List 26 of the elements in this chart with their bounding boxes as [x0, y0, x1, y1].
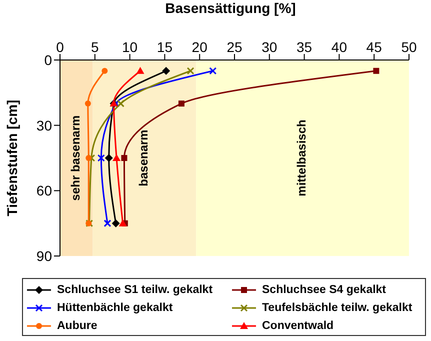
band-label: basenarm [136, 130, 151, 186]
legend-label: Teufelsbächle teilw. gekalkt [262, 302, 412, 314]
x-tick-label: 10 [122, 39, 138, 55]
y-tick-label: 60 [36, 182, 52, 199]
x-tick-label: 20 [192, 39, 208, 55]
legend-label: Conventwald [262, 320, 334, 332]
y-tick-label: 90 [36, 248, 52, 264]
y-tick-label: 30 [36, 117, 52, 134]
legend-label: Schluchsee S4 gekalkt [262, 284, 386, 296]
band-label: mittelbasisch [294, 120, 309, 196]
y-tick-label: 0 [44, 52, 52, 68]
x-tick-label: 5 [91, 39, 99, 55]
band-label: sehr basenarm [68, 115, 83, 201]
x-tick-label: 30 [262, 39, 278, 55]
legend-label: Aubure [57, 320, 98, 332]
x-tick-label: 0 [56, 39, 64, 55]
x-tick-label: 45 [366, 39, 382, 55]
x-tick-label: 40 [331, 39, 348, 55]
x-tick-label: 35 [296, 39, 312, 55]
y-axis-title: Tiefenstufen [cm] [4, 100, 20, 216]
x-tick-label: 25 [226, 39, 242, 55]
legend-label: Hüttenbächle gekalkt [57, 302, 173, 314]
x-tick-label: 15 [156, 39, 173, 55]
x-tick-label: 50 [401, 39, 417, 55]
x-axis-title: Basensättigung [%] [164, 0, 297, 16]
legend-label: Schluchsee S1 teilw. gekalkt [57, 284, 213, 296]
